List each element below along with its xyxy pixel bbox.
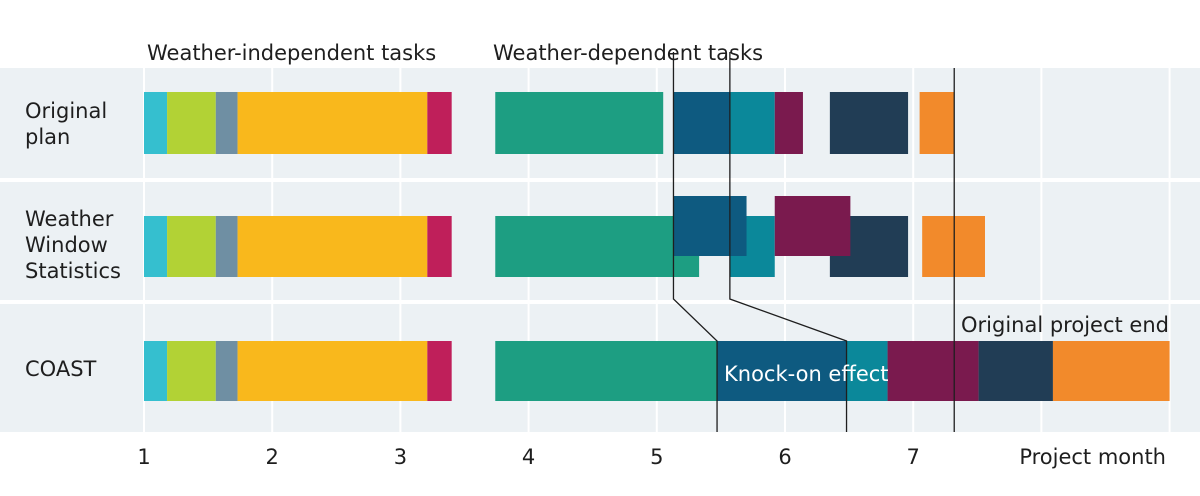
- task-bar: [495, 92, 664, 154]
- task-bar: [978, 341, 1053, 401]
- row-label-line: COAST: [25, 357, 97, 381]
- knock-on-shift-line: [672, 52, 718, 432]
- x-tick-label: 5: [650, 445, 663, 469]
- group-label-independent: Weather-independent tasks: [147, 41, 436, 65]
- task-bar: [215, 341, 238, 401]
- task-bar: [427, 92, 452, 154]
- task-bar: [774, 196, 851, 256]
- task-bar: [237, 216, 428, 277]
- task-bar: [495, 216, 700, 277]
- knock-on-shift-line: [729, 52, 848, 432]
- task-bar: [167, 216, 216, 277]
- knock-on-effect-label: Knock-on effect: [724, 362, 889, 386]
- task-bar: [729, 92, 775, 154]
- group-label-dependent: Weather-dependent tasks: [493, 41, 763, 65]
- task-bar: [427, 341, 452, 401]
- task-bar: [1052, 341, 1170, 401]
- task-bar: [427, 216, 452, 277]
- task-bar: [215, 216, 238, 277]
- text-labels: Weather-independent tasks Weather-depend…: [147, 41, 1169, 469]
- task-bar: [167, 341, 216, 401]
- task-bar: [495, 341, 718, 401]
- guide-lines: [672, 52, 955, 432]
- task-bar: [846, 341, 888, 401]
- task-bar: [237, 341, 428, 401]
- row-label-line: plan: [25, 125, 70, 149]
- x-tick-label: 1: [137, 445, 150, 469]
- task-bar: [717, 341, 847, 401]
- task-bar: [167, 92, 216, 154]
- x-axis-label: Project month: [1019, 445, 1166, 469]
- task-bars: [144, 92, 1170, 401]
- x-tick-label: 2: [266, 445, 279, 469]
- x-tick-label: 6: [778, 445, 791, 469]
- row-label-line: Statistics: [25, 259, 121, 283]
- original-project-end-label: Original project end: [961, 313, 1169, 337]
- task-bar: [144, 92, 168, 154]
- task-bar: [919, 92, 955, 154]
- task-bar: [144, 341, 168, 401]
- task-bar: [673, 196, 747, 256]
- row-label-line: Window: [25, 233, 108, 257]
- row-label-line: Original: [25, 99, 107, 123]
- task-bar: [673, 92, 730, 154]
- row-label-line: Weather: [25, 207, 114, 231]
- x-axis-ticks: 1 2 3 4 5 6 7: [137, 445, 920, 469]
- x-tick-label: 4: [522, 445, 535, 469]
- x-tick-label: 7: [907, 445, 920, 469]
- task-bar: [237, 92, 428, 154]
- task-bar: [215, 92, 238, 154]
- task-bar: [144, 216, 168, 277]
- task-bar: [829, 92, 909, 154]
- task-bar: [887, 341, 979, 401]
- x-tick-label: 3: [394, 445, 407, 469]
- task-bar: [774, 92, 803, 154]
